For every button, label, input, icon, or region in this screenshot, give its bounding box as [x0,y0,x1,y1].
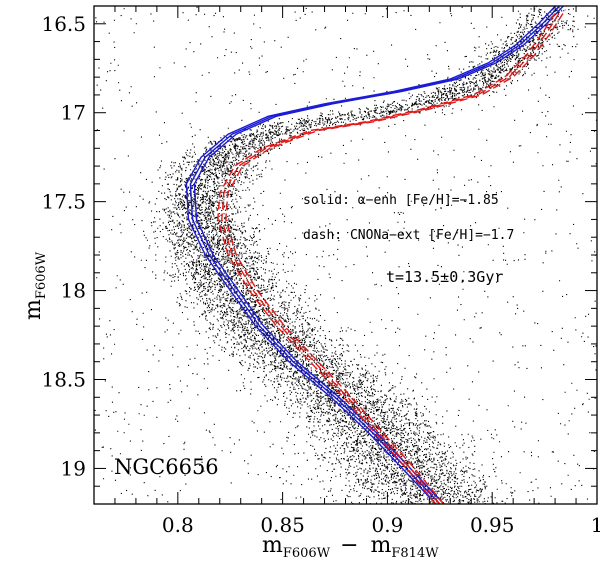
annotation-solid: solid: α−enh [Fe/H]=−1.85 [303,193,499,208]
y-tick-label: 17 [61,101,86,125]
annotation-age: t=13.5±0.3Gyr [386,268,503,286]
annotation-dash: dash: CNONa−ext [Fe/H]=−1.7 [303,228,514,243]
y-tick-label: 19 [61,456,86,480]
solid-isochrone-line-2 [193,6,564,504]
x-axis-title-sub1: F606W [283,546,331,561]
y-tick-label: 18 [61,279,86,303]
x-axis-title-minus: − [340,533,358,558]
solid-isochrone-line-0 [185,6,556,504]
x-tick-label: 0.95 [470,513,515,537]
x-tick-label: 1 [591,513,600,537]
dashed-isochrone-line-2 [225,9,566,504]
x-axis-title-m2: m [371,533,392,558]
star-scatter-points [94,6,597,504]
y-axis-title-m: m [21,299,46,320]
star-points [94,6,597,504]
dashed-isochrone-line-0 [217,9,558,504]
y-tick-label: 18.5 [41,368,86,392]
x-axis-title: mF606W − mF814W [262,533,439,561]
y-tick-label: 16.5 [41,12,86,36]
y-axis-title: mF606W [21,251,49,320]
x-axis-title-sub2: F814W [391,546,439,561]
x-tick-label: 0.85 [260,513,305,537]
y-axis-title-sub: F606W [34,251,49,299]
x-tick-label: 0.8 [162,513,194,537]
x-axis-title-m1: m [262,533,283,558]
x-tick-labels: 0.8 0.85 0.9 0.95 1 [162,513,600,537]
y-tick-label: 17.5 [41,190,86,214]
x-tick-label: 0.9 [372,513,404,537]
dashed-isochrone-line-1 [221,9,562,504]
isochrone-curves [185,6,566,504]
y-tick-labels: 16.5 17 17.5 18 18.5 19 [41,12,86,481]
cluster-name-label: NGC6656 [114,455,219,479]
solid-isochrone-line-1 [189,6,560,504]
axis-ticks [93,5,598,505]
